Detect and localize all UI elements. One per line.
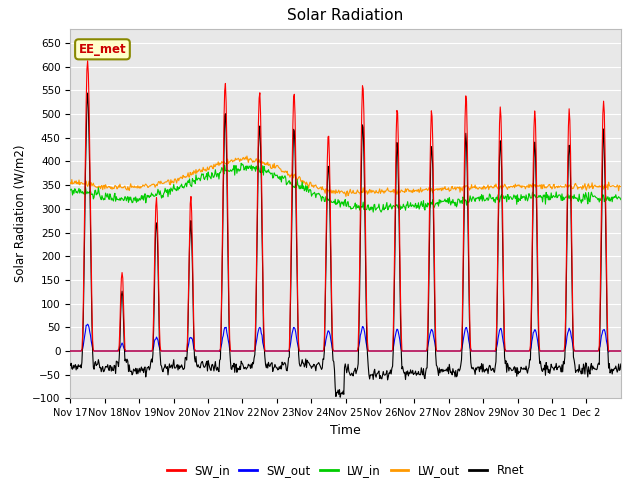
SW_in (260, 337, 268, 343)
SW_out (84, 321, 92, 327)
SW_in (617, 348, 625, 354)
Rnet (84, 90, 92, 96)
SW_out (260, 346, 268, 351)
Rnet (617, 361, 625, 367)
SW_in (281, 348, 289, 354)
Title: Solar Radiation: Solar Radiation (287, 9, 404, 24)
LW_in (404, 199, 412, 204)
Line: SW_out: SW_out (70, 324, 621, 352)
Rnet (233, 370, 241, 375)
Rnet (337, 394, 344, 400)
Line: LW_in: LW_in (70, 163, 621, 212)
LW_out (232, 157, 240, 163)
LW_in (131, 198, 139, 204)
SW_out (617, 348, 625, 354)
Rnet (435, 372, 442, 378)
LW_out (243, 153, 251, 159)
Line: Rnet: Rnet (70, 93, 621, 397)
SW_out (233, 348, 241, 354)
LW_in (237, 160, 245, 166)
LW_out (617, 184, 625, 190)
LW_in (67, 187, 74, 193)
SW_in (403, 348, 411, 354)
Rnet (404, 368, 412, 374)
SW_in (67, 348, 74, 354)
LW_in (617, 197, 625, 203)
LW_in (260, 164, 268, 169)
SW_in (233, 348, 241, 354)
LW_out (67, 180, 74, 186)
LW_out (342, 193, 350, 199)
LW_out (131, 185, 139, 191)
LW_out (260, 160, 268, 166)
LW_out (281, 168, 289, 174)
Text: EE_met: EE_met (79, 43, 126, 56)
LW_out (435, 186, 442, 192)
SW_in (132, 348, 140, 354)
Y-axis label: Solar Radiation (W/m2): Solar Radiation (W/m2) (13, 145, 27, 282)
SW_out (403, 348, 411, 354)
X-axis label: Time: Time (330, 424, 361, 437)
SW_in (84, 58, 92, 64)
Rnet (67, 362, 74, 368)
Rnet (281, 360, 289, 366)
LW_in (369, 209, 377, 215)
LW_in (281, 173, 289, 179)
LW_out (404, 186, 412, 192)
Rnet (260, 344, 268, 349)
SW_out (132, 348, 140, 354)
Legend: SW_in, SW_out, LW_in, LW_out, Rnet: SW_in, SW_out, LW_in, LW_out, Rnet (163, 460, 529, 480)
SW_in (434, 348, 442, 354)
LW_in (435, 203, 442, 209)
Line: LW_out: LW_out (70, 156, 621, 196)
Line: SW_in: SW_in (70, 61, 621, 351)
SW_out (434, 348, 442, 354)
SW_out (67, 348, 74, 354)
LW_in (232, 163, 240, 168)
Rnet (132, 365, 140, 371)
SW_out (605, 349, 612, 355)
SW_out (281, 348, 289, 354)
